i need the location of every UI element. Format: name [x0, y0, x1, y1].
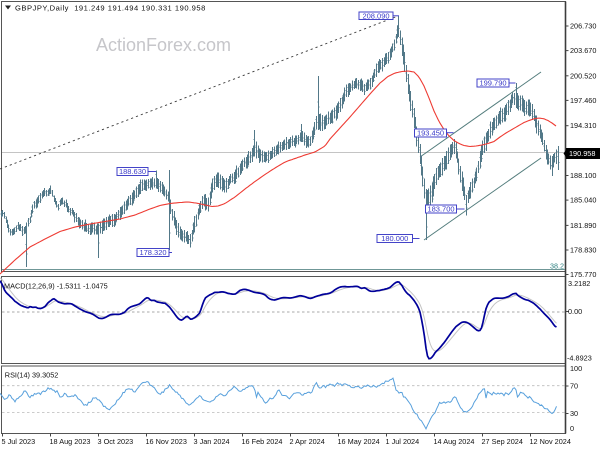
svg-text:16 May 2024: 16 May 2024 — [338, 437, 380, 446]
svg-text:193.450: 193.450 — [417, 129, 444, 138]
svg-text:38.2: 38.2 — [550, 262, 564, 271]
svg-text:178.320: 178.320 — [139, 248, 166, 257]
svg-text:16 Feb 2024: 16 Feb 2024 — [242, 437, 283, 446]
svg-text:194.310: 194.310 — [570, 121, 596, 130]
svg-text:30: 30 — [570, 409, 578, 418]
svg-text:180.000: 180.000 — [381, 234, 408, 243]
svg-text:RSI(14) 39.3052: RSI(14) 39.3052 — [5, 371, 59, 380]
svg-text:197.460: 197.460 — [570, 96, 596, 105]
svg-text:27 Sep 2024: 27 Sep 2024 — [482, 437, 523, 446]
svg-text:181.890: 181.890 — [570, 221, 596, 230]
svg-text:203.670: 203.670 — [570, 46, 596, 55]
svg-text:GBPJPY,Daily 191.249 191.494: GBPJPY,Daily 191.249 191.494 190.331 190… — [15, 4, 206, 13]
svg-text:200.520: 200.520 — [570, 71, 596, 80]
svg-text:208.090: 208.090 — [362, 11, 389, 20]
svg-text:183.700: 183.700 — [427, 205, 454, 214]
svg-text:-4.8923: -4.8923 — [567, 354, 592, 363]
svg-text:188.100: 188.100 — [570, 171, 596, 180]
svg-text:175.770: 175.770 — [570, 270, 596, 279]
svg-text:12 Nov 2024: 12 Nov 2024 — [530, 437, 571, 446]
svg-text:2 Apr 2024: 2 Apr 2024 — [290, 437, 325, 446]
svg-text:1 Jul 2024: 1 Jul 2024 — [386, 437, 420, 446]
svg-text:199.790: 199.790 — [479, 79, 506, 88]
svg-text:185.040: 185.040 — [570, 196, 596, 205]
svg-text:ActionForex.com: ActionForex.com — [96, 35, 231, 55]
svg-text:18 Aug 2023: 18 Aug 2023 — [50, 437, 91, 446]
svg-text:0.00: 0.00 — [568, 307, 582, 316]
svg-text:3.2182: 3.2182 — [568, 279, 590, 288]
svg-text:190.958: 190.958 — [569, 149, 595, 158]
svg-text:16 Nov 2023: 16 Nov 2023 — [146, 437, 187, 446]
svg-text:178.830: 178.830 — [570, 246, 596, 255]
svg-text:206.730: 206.730 — [570, 22, 596, 31]
svg-text:70: 70 — [570, 382, 578, 391]
svg-text:3 Jan 2024: 3 Jan 2024 — [194, 437, 230, 446]
svg-text:MACD(12,26,9) -1.5311 -1.0475: MACD(12,26,9) -1.5311 -1.0475 — [4, 282, 108, 291]
svg-text:0: 0 — [570, 424, 574, 433]
svg-text:188.630: 188.630 — [119, 167, 146, 176]
svg-text:3 Oct 2023: 3 Oct 2023 — [98, 437, 134, 446]
svg-text:100: 100 — [570, 364, 582, 373]
svg-text:14 Aug 2024: 14 Aug 2024 — [434, 437, 475, 446]
svg-text:5 Jul 2023: 5 Jul 2023 — [2, 437, 36, 446]
